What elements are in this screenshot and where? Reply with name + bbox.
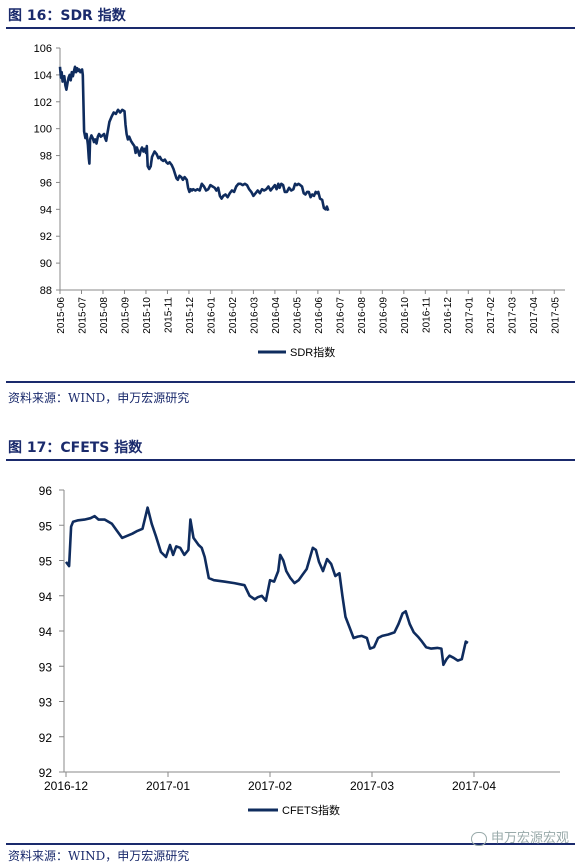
y-tick-label: 96 (39, 484, 53, 498)
x-tick-label: 2016-01 (206, 297, 217, 334)
y-tick-label: 92 (39, 766, 53, 780)
x-tick-label: 2015-06 (56, 297, 67, 334)
watermark-text: 申万宏源宏观 (490, 831, 569, 846)
x-tick-label: 2015-08 (99, 297, 110, 334)
y-tick-label: 102 (34, 97, 52, 109)
x-tick-label: 2015-10 (142, 297, 153, 334)
x-tick-label: 2016-03 (249, 297, 260, 334)
y-tick-label: 94 (39, 590, 53, 604)
y-tick-label: 93 (39, 660, 53, 674)
x-tick-label: 2016-08 (357, 297, 368, 334)
x-tick-label: 2017-04 (452, 779, 496, 793)
x-tick-label: 2015-12 (185, 297, 196, 334)
y-tick-label: 88 (40, 285, 52, 297)
series-line-sdr (58, 65, 330, 212)
source-note: 资料来源：WIND，申万宏源研究 (8, 849, 190, 863)
y-tick-label: 90 (40, 258, 52, 270)
x-tick-label: 2017-01 (464, 297, 475, 334)
y-tick-label: 98 (40, 151, 52, 163)
x-tick-label: 2016-12 (443, 297, 454, 334)
x-tick-label: 2017-02 (486, 297, 497, 334)
x-tick-label: 2017-05 (550, 297, 561, 334)
source-note: 资料来源：WIND，申万宏源研究 (8, 391, 190, 405)
source-divider (6, 381, 575, 383)
x-tick-label: 2016-04 (271, 297, 282, 334)
source-divider (6, 843, 575, 845)
cfets-chart: 92 92 93 93 94 94 95 95 96 2016-12 2017-01 2017-02 2… (39, 484, 560, 817)
figure-title: 图 17：CFETS 指数 (8, 440, 143, 456)
y-tick-label: 95 (39, 519, 53, 533)
y-tick-label: 100 (34, 124, 52, 136)
y-tick-label: 104 (34, 70, 52, 82)
x-tick-label: 2017-03 (507, 297, 518, 334)
watermark: 申万宏源宏观 (470, 827, 569, 846)
y-tick-label: 95 (39, 555, 53, 569)
x-tick-label: 2015-07 (77, 297, 88, 334)
y-tick-label: 106 (34, 43, 52, 55)
x-tick-label: 2017-02 (248, 779, 292, 793)
y-tick-label: 94 (39, 625, 53, 639)
x-tick-label: 2016-12 (44, 779, 88, 793)
x-tick-label: 2016-02 (228, 297, 239, 334)
y-tick-label: 92 (40, 231, 52, 243)
x-tick-label: 2015-09 (120, 297, 131, 334)
x-tick-label: 2016-06 (314, 297, 325, 334)
legend-label: SDR指数 (290, 345, 335, 359)
series-line-cfets (64, 506, 469, 667)
y-tick-label: 92 (39, 731, 53, 745)
x-tick-label: 2017-01 (146, 779, 190, 793)
y-tick-label: 96 (40, 177, 52, 189)
title-divider (6, 459, 575, 461)
x-tick-label: 2016-10 (400, 297, 411, 334)
legend-label: CFETS指数 (282, 803, 340, 817)
x-tick-label: 2017-03 (350, 779, 394, 793)
x-tick-label: 2016-05 (292, 297, 303, 334)
title-divider (6, 27, 575, 29)
x-tick-label: 2016-11 (421, 297, 432, 333)
figure-title: 图 16：SDR 指数 (8, 8, 126, 24)
x-tick-label: 2015-11 (163, 297, 174, 333)
sdr-chart: 88 90 92 94 96 98 100 102 104 106 2015-06 2015-07 20… (34, 43, 565, 359)
y-tick-label: 93 (39, 696, 53, 710)
x-tick-label: 2016-07 (335, 297, 346, 334)
x-tick-label: 2016-09 (378, 297, 389, 334)
y-tick-label: 94 (40, 204, 52, 216)
x-tick-label: 2017-04 (529, 297, 540, 334)
wechat-icon (470, 831, 487, 846)
